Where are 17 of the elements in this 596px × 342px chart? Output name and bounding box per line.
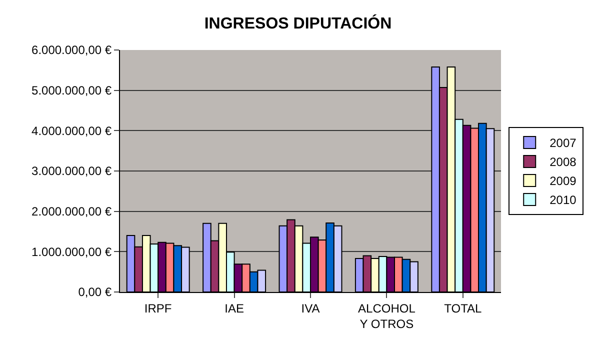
x-tick-label: IVA — [301, 301, 320, 316]
legend-label: 2007 — [550, 136, 577, 150]
legend-label: 2010 — [550, 193, 577, 208]
y-tick-label: 3.000.000,00 € — [32, 164, 112, 178]
y-tick-label: 6.000.000,00 € — [32, 43, 112, 58]
legend-label: 2008 — [550, 155, 577, 170]
x-tick-label: IRPF — [144, 301, 172, 316]
x-tick-label: IAE — [224, 301, 244, 316]
y-tick-label: 5.000.000,00 € — [32, 84, 112, 98]
y-tick-label: 1.000.000,00 € — [32, 244, 112, 259]
y-tick-label: 0,00 € — [78, 285, 112, 300]
x-tick-label: ALCOHOL Y OTROS — [358, 301, 416, 331]
legend-label: 2009 — [550, 174, 577, 188]
y-tick-label: 4.000.000,00 € — [32, 124, 112, 138]
chart-title: INGRESOS DIPUTACIÓN — [204, 13, 392, 32]
y-tick-label: 2.000.000,00 € — [32, 204, 112, 219]
x-tick-label: TOTAL — [444, 301, 482, 316]
